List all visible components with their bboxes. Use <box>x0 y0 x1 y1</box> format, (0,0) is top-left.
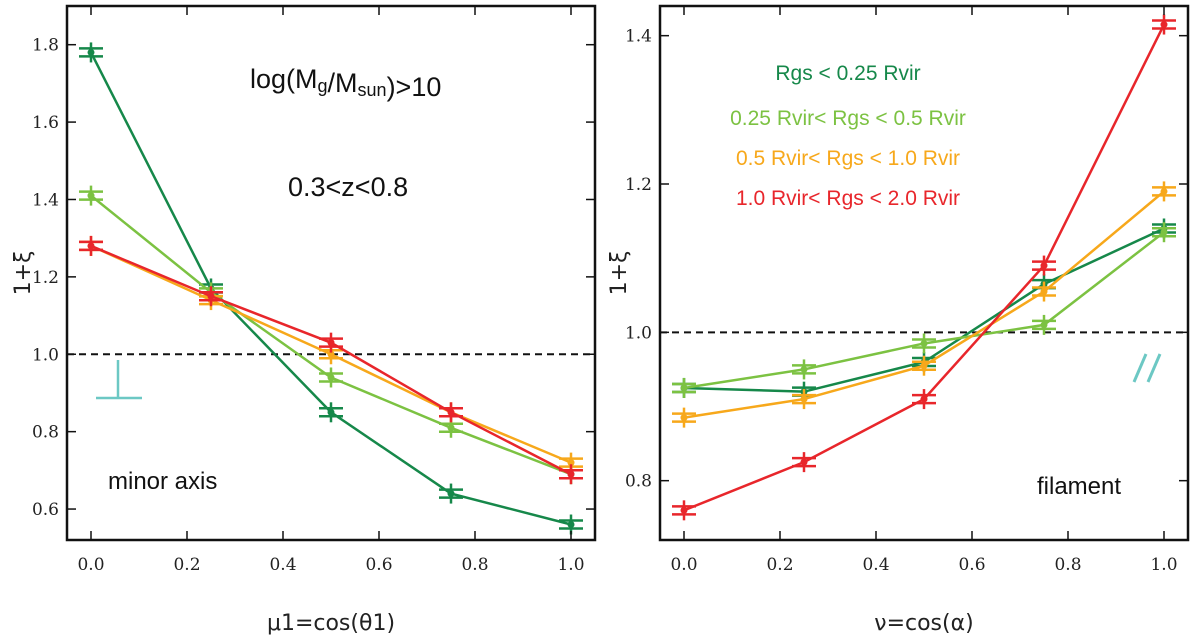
x-tick-label: 0.0 <box>77 555 104 575</box>
x-tick-label: 0.8 <box>1054 555 1081 575</box>
data-point <box>792 359 816 380</box>
minor-axis-label: minor axis <box>108 468 217 495</box>
y-tick-label: 1.6 <box>32 113 59 133</box>
svg-text://: // <box>0 0 1 1</box>
data-point <box>912 389 936 410</box>
series <box>672 181 1176 428</box>
data-point <box>672 407 696 428</box>
y-axis-title: 1+ξ <box>607 251 632 296</box>
data-point <box>79 42 103 63</box>
data-point <box>79 185 103 206</box>
series-line <box>683 23 1166 512</box>
y-tick-label: 0.8 <box>625 472 652 492</box>
parallel-icon: // <box>0 0 1162 383</box>
data-point <box>1152 181 1176 202</box>
data-point <box>79 235 103 256</box>
y-tick-label: 1.0 <box>32 345 59 365</box>
series <box>672 222 1176 398</box>
series <box>672 14 1176 521</box>
x-tick-label: 0.4 <box>269 555 296 575</box>
data-point <box>672 500 696 521</box>
series <box>79 235 583 485</box>
data-point <box>199 286 223 307</box>
series <box>79 42 583 535</box>
x-tick-label: 0.6 <box>365 555 392 575</box>
x-tick-label: 0.2 <box>173 555 200 575</box>
plot-frame <box>65 4 597 542</box>
data-point <box>1032 314 1056 335</box>
data-point <box>912 333 936 354</box>
x-tick-label: 0.2 <box>766 555 793 575</box>
data-point <box>912 355 936 376</box>
data-point <box>439 483 463 504</box>
legend-entry: 0.25 Rvir< Rgs < 0.5 Rvir <box>730 107 966 130</box>
series-line <box>683 190 1165 419</box>
y-tick-label: 1.2 <box>625 175 652 195</box>
x-tick-label: 0.4 <box>862 555 889 575</box>
data-point <box>559 464 583 485</box>
panel-minor-axis: 0.0 0.2 0.4 0.6 0.8 1.00.60.81.01.21.41.61.8 … <box>0 0 597 636</box>
y-tick-label: 1.4 <box>32 190 59 210</box>
x-tick-label: 1.0 <box>557 555 584 575</box>
data-point <box>439 402 463 423</box>
x-tick-label: 0.6 <box>958 555 985 575</box>
x-tick-label: 1.0 <box>1150 555 1177 575</box>
series-line <box>89 51 572 526</box>
data-point <box>319 332 343 353</box>
x-tick-label: 0.0 <box>670 555 697 575</box>
plot-frame <box>658 4 1190 542</box>
y-tick-label: 0.6 <box>32 500 59 520</box>
data-point <box>1152 222 1176 243</box>
mass-cut-annotation: log(Mg/Msun)>10 <box>250 64 441 102</box>
perpendicular-icon: ⊥ <box>0 0 142 400</box>
legend-entry: 1.0 Rvir< Rgs < 2.0 Rvir <box>736 187 960 210</box>
legend: Rgs < 0.25 Rvir 0.25 Rvir< Rgs < 0.5 Rvi… <box>730 62 966 210</box>
x-axis-title: μ1=cos(θ1) <box>267 611 395 636</box>
data-point <box>1032 255 1056 276</box>
data-point <box>319 402 343 423</box>
y-tick-label: 1.4 <box>625 27 652 47</box>
y-tick-label: 0.8 <box>32 423 59 443</box>
svg-text:⊥: ⊥ <box>0 0 1 1</box>
x-axis-title: ν=cos(α) <box>874 611 973 636</box>
redshift-annotation: 0.3<z<0.8 <box>288 172 408 202</box>
data-point <box>672 377 696 398</box>
y-tick-label: 1.0 <box>625 323 652 343</box>
data-point <box>1032 281 1056 302</box>
y-tick-label: 1.8 <box>32 36 59 56</box>
legend-entry: Rgs < 0.25 Rvir <box>775 62 920 85</box>
y-tick-label: 1.2 <box>32 268 59 288</box>
data-point <box>319 367 343 388</box>
filament-label: filament <box>1037 473 1121 500</box>
data-point <box>792 389 816 410</box>
x-tick-label: 0.8 <box>461 555 488 575</box>
legend-entry: 0.5 Rvir< Rgs < 1.0 Rvir <box>736 147 960 170</box>
data-point <box>792 452 816 473</box>
data-point <box>1152 14 1176 35</box>
y-axis-title: 1+ξ <box>11 251 36 296</box>
